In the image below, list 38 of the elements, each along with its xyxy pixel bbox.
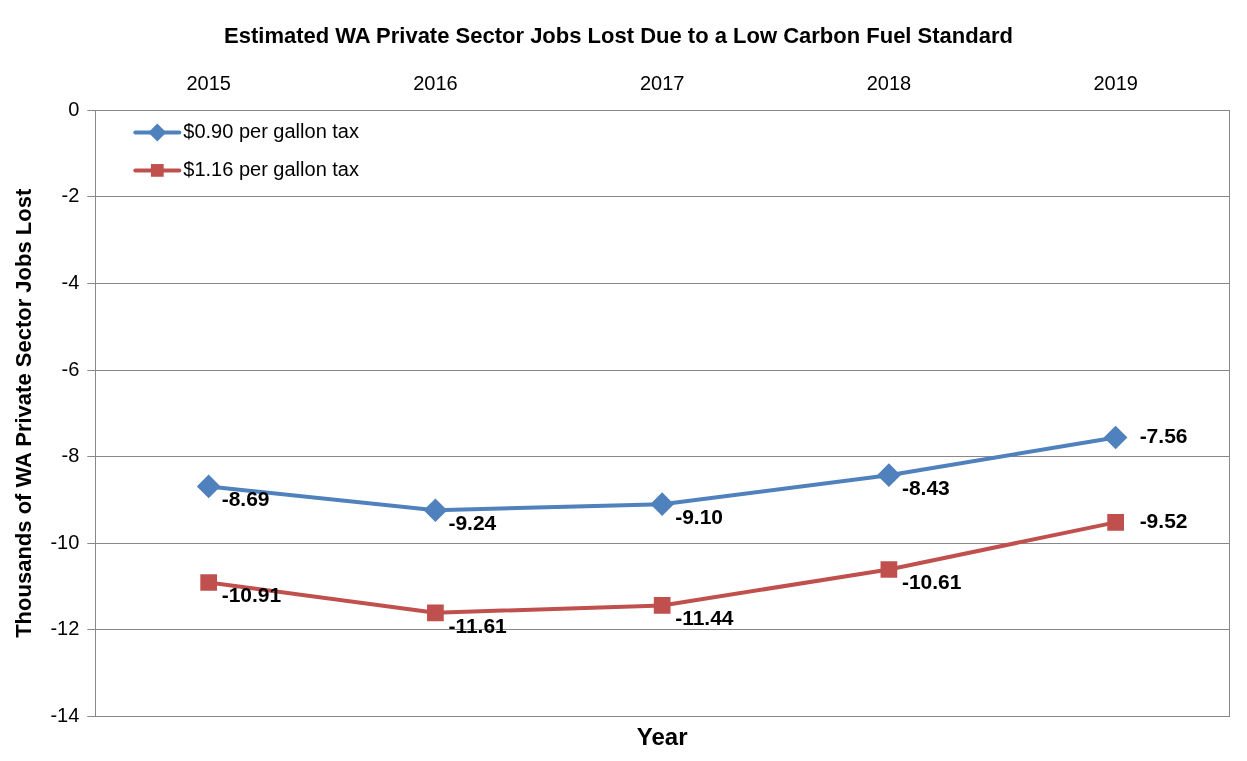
y-tick-label: -6 xyxy=(61,357,80,380)
data-label: -9.52 xyxy=(1139,509,1188,533)
point xyxy=(197,475,220,498)
x-tick-label: 2017 xyxy=(639,71,685,94)
data-label: -10.61 xyxy=(901,570,962,594)
y-tick-label: -14 xyxy=(50,703,80,726)
data-label: -8.43 xyxy=(901,475,950,499)
x-tick-label: 2019 xyxy=(1093,71,1138,94)
point xyxy=(427,604,444,622)
x-tick-label: 2018 xyxy=(866,71,912,94)
point xyxy=(1107,513,1124,531)
x-axis-title: Year xyxy=(636,723,688,751)
legend-label: $1.16 per gallon tax xyxy=(183,157,359,180)
point xyxy=(200,574,218,591)
point xyxy=(880,561,898,578)
data-label: -10.91 xyxy=(221,583,282,607)
x-tick-label: 2015 xyxy=(186,71,231,94)
point xyxy=(877,464,900,487)
legend-label: $0.90 per gallon tax xyxy=(183,119,359,142)
point xyxy=(653,597,671,614)
y-axis-title: Thousands of WA Private Sector Jobs Lost xyxy=(11,188,37,638)
point xyxy=(651,493,674,516)
point xyxy=(424,499,447,522)
data-label: -9.24 xyxy=(448,511,497,535)
chart-title: Estimated WA Private Sector Jobs Lost Due to a Low Carbon Fuel Standard xyxy=(224,23,1013,49)
y-tick-label: -4 xyxy=(61,271,80,293)
point xyxy=(1104,426,1127,449)
data-label: -8.69 xyxy=(221,487,270,511)
y-tick-label: -12 xyxy=(50,617,80,640)
data-label: -9.10 xyxy=(675,504,724,528)
data-label: -11.44 xyxy=(675,606,734,630)
data-label: -11.61 xyxy=(448,613,508,637)
y-tick-label: -8 xyxy=(61,444,80,467)
x-tick-label: 2016 xyxy=(413,71,458,94)
y-tick-label: 0 xyxy=(68,97,80,120)
y-tick-label: -2 xyxy=(61,184,80,207)
y-tick-label: -10 xyxy=(50,530,80,553)
data-label: -7.56 xyxy=(1139,424,1188,448)
